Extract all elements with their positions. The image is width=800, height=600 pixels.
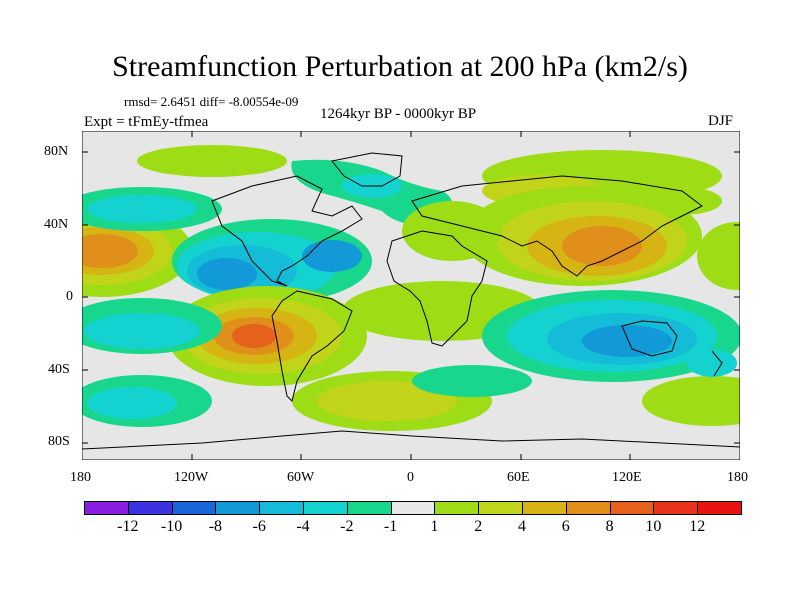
colorbar-box — [127, 501, 173, 515]
period-text: 1264kyr BP - 0000kyr BP — [320, 106, 477, 122]
x-tick-label-0: 0 — [407, 470, 414, 485]
y-tick-label-80s: 80S — [48, 434, 70, 449]
colorbar-label: 8 — [605, 518, 614, 535]
y-tick-label-80n: 80N — [44, 144, 69, 159]
positive-anomaly-eurasia — [402, 201, 502, 261]
y-tick-label-0: 0 — [66, 289, 73, 304]
colorbar-label: 1 — [430, 518, 439, 535]
x-tick-label-120e: 120E — [612, 470, 642, 485]
antarctica-coast — [82, 430, 740, 450]
x-tick-marks — [191, 131, 631, 460]
colorbar-label: 12 — [689, 518, 706, 535]
colorbar-box — [215, 501, 261, 515]
x-tick-label-60e: 60E — [507, 470, 530, 485]
stats-text: rmsd= 2.6451 diff= -8.00554e-09 — [124, 94, 299, 109]
colorbar-box — [653, 501, 699, 515]
x-tick-label-60w: 60W — [287, 470, 315, 485]
positive-anomaly-south-america — [167, 286, 367, 386]
x-tick-label-180e: 180 — [727, 470, 748, 485]
colorbar-label: 6 — [561, 518, 570, 535]
negative-anomaly-indian-ocean — [482, 290, 740, 382]
x-tick-label-120w: 120W — [174, 470, 209, 485]
colorbar-box — [522, 501, 567, 515]
negative-anomaly-central-america — [172, 219, 372, 303]
season-text: DJF — [708, 113, 734, 129]
negative-anomaly-south-pacific — [82, 298, 222, 354]
positive-anomaly-east-asia — [462, 186, 702, 286]
colorbar-box — [171, 501, 217, 515]
colorbar-label: -2 — [340, 518, 354, 535]
x-tick-label-180w: 180 — [70, 470, 91, 485]
colorbar-box — [259, 501, 304, 515]
colorbar-box — [478, 501, 523, 515]
colorbar-label: 10 — [645, 518, 662, 535]
colorbar-box — [84, 501, 129, 515]
colorbar-label: -6 — [252, 518, 266, 535]
colorbar-label: -4 — [296, 518, 310, 535]
y-tick-label-40s: 40S — [48, 362, 70, 377]
colorbar-label: -10 — [160, 518, 183, 535]
colorbar-label: -8 — [208, 518, 223, 535]
colorbar-box — [434, 501, 480, 515]
colorbar-box — [390, 501, 436, 515]
southern-ocean-anomalies — [82, 349, 740, 431]
colorbar-label: -1 — [383, 518, 398, 535]
contour-map — [82, 131, 740, 460]
colorbar-box — [346, 501, 392, 515]
y-tick-label-40n: 40N — [44, 217, 69, 232]
chart-title: Streamfunction Perturbation at 200 hPa (… — [112, 50, 688, 83]
map-panel — [82, 131, 740, 460]
colorbar-box — [565, 501, 611, 515]
colorbar-box — [609, 501, 655, 515]
coastlines — [211, 152, 723, 402]
colorbar-label: -12 — [117, 518, 139, 535]
colorbar-label: 4 — [518, 518, 526, 535]
negative-anomaly-north-pacific — [82, 187, 222, 231]
y-tick-marks — [82, 151, 740, 444]
colorbar-box — [697, 501, 742, 515]
colorbar-box — [303, 501, 348, 515]
colorbar-label: 2 — [474, 518, 483, 535]
experiment-text: Expt = tFmEy-tfmea — [84, 114, 209, 130]
